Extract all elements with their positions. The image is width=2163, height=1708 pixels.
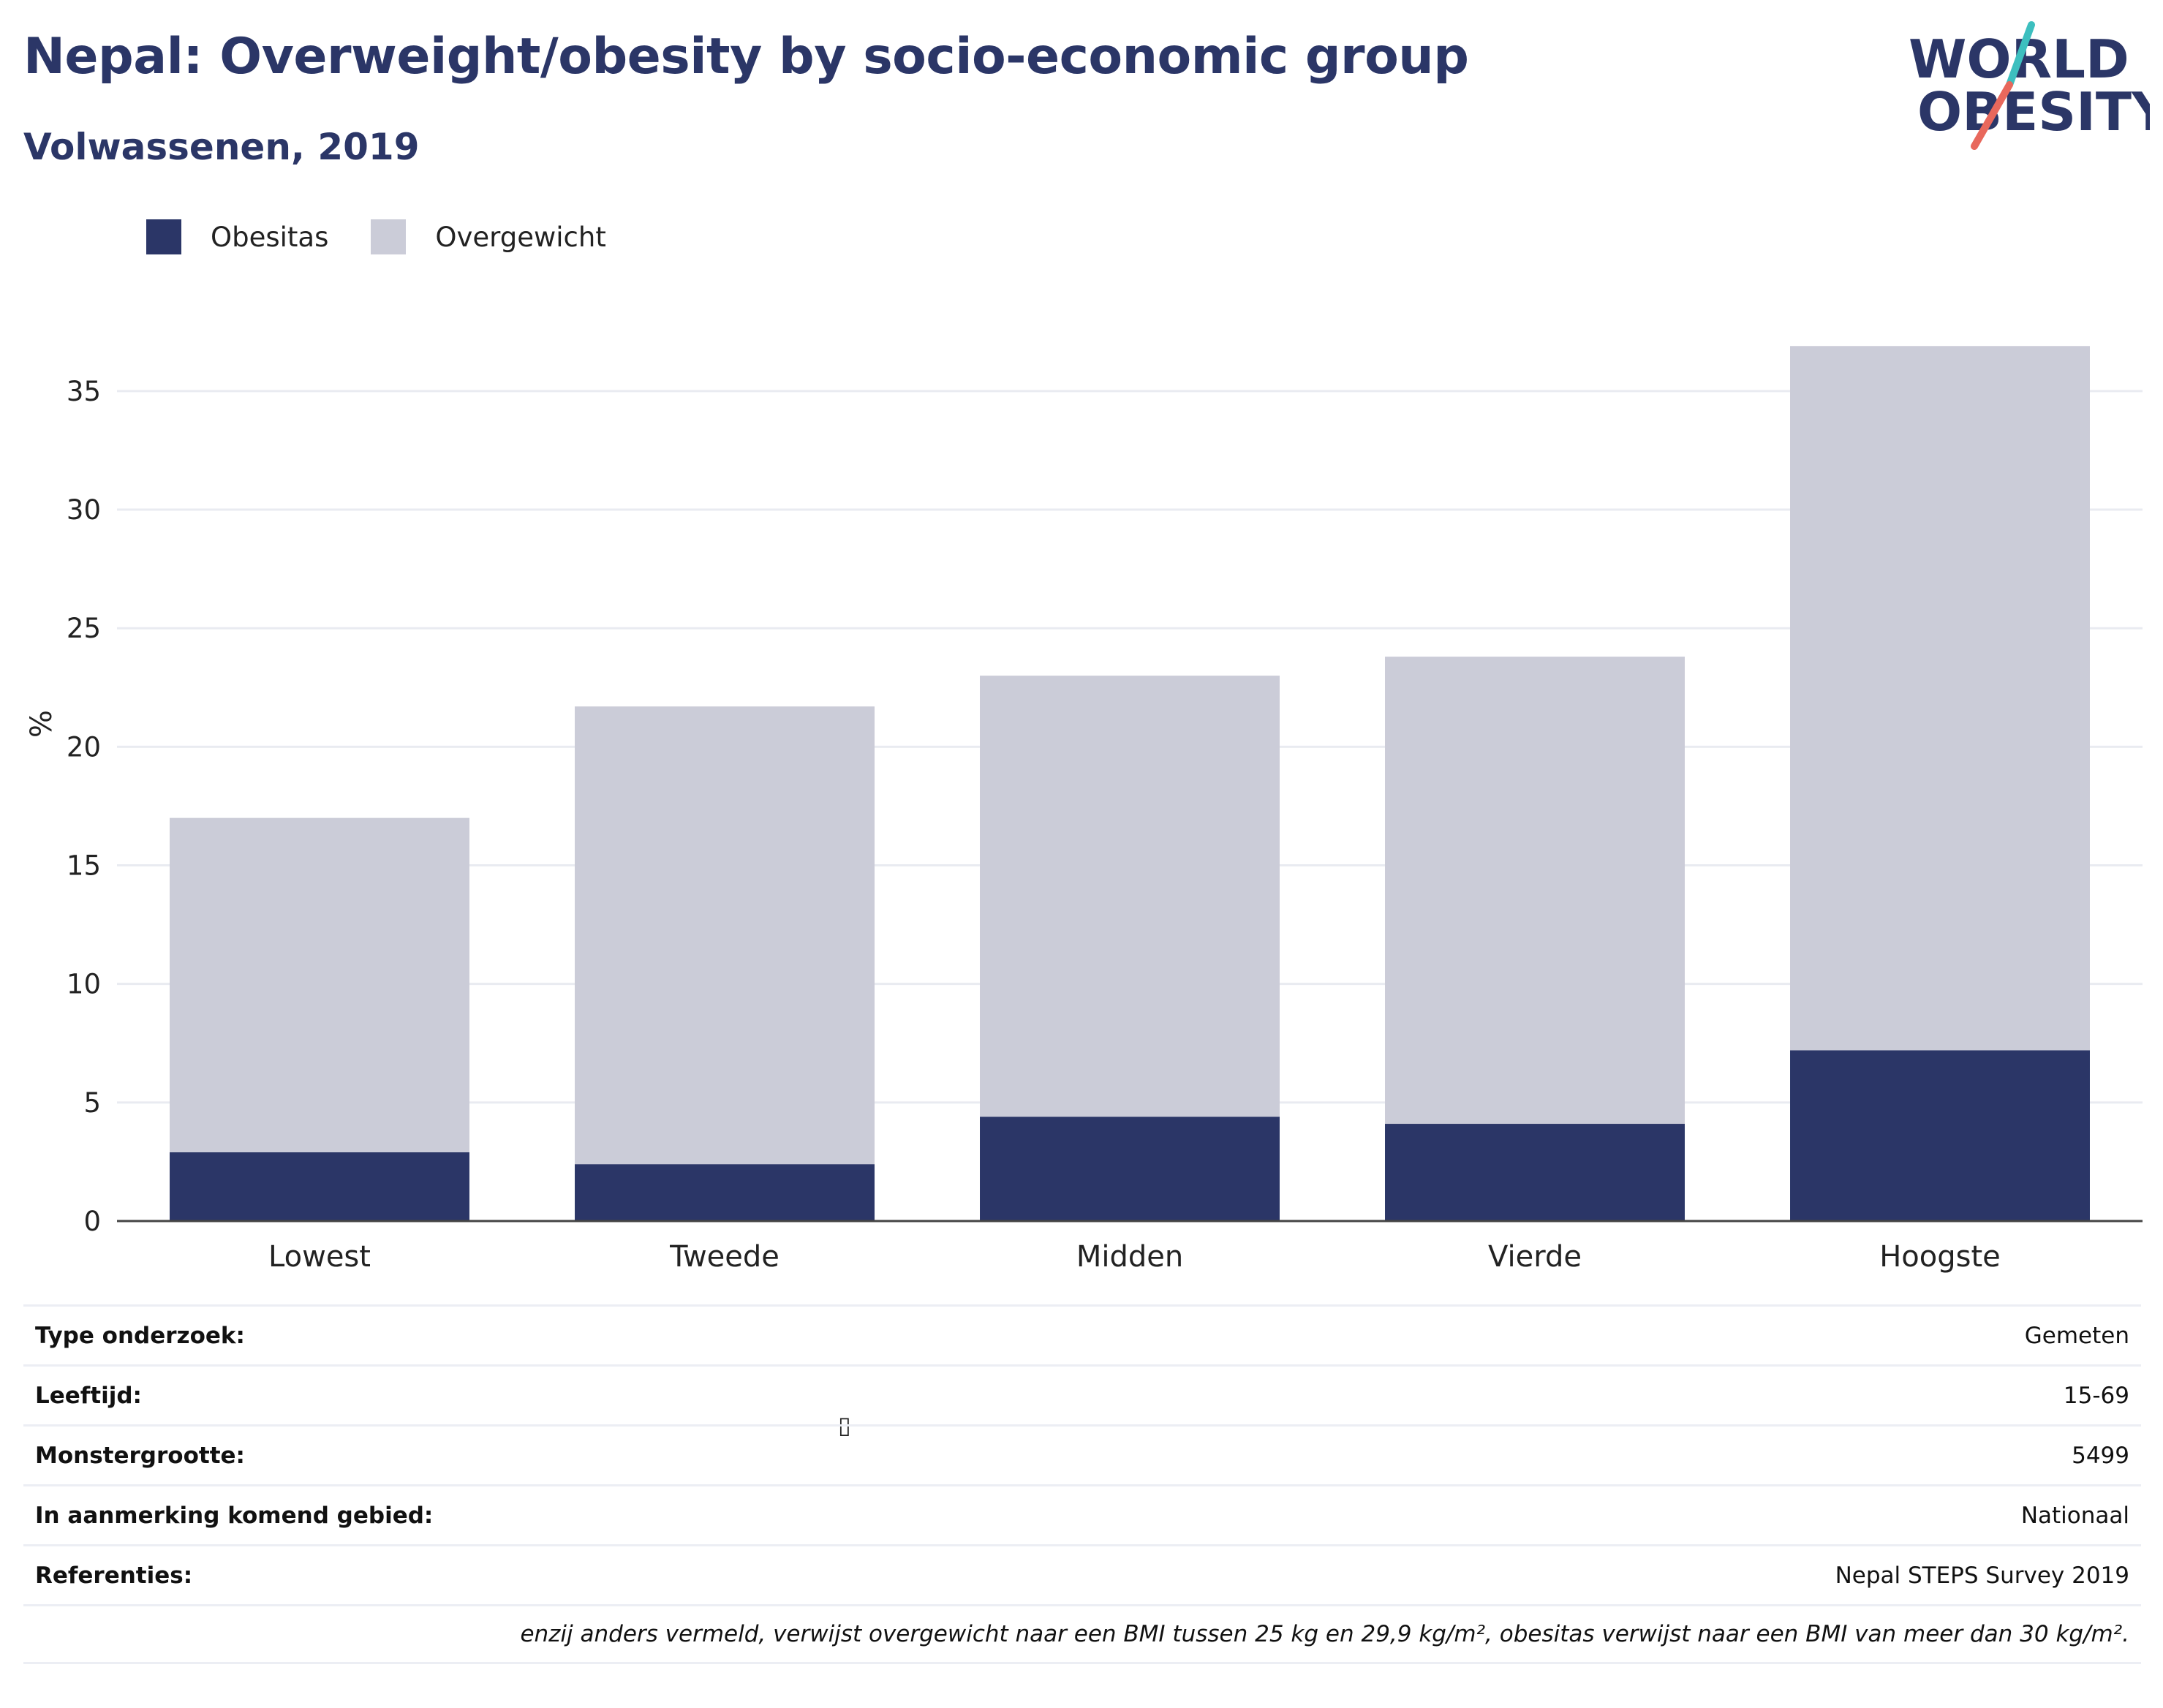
x-tick-label: Tweede: [669, 1240, 779, 1274]
y-tick-label: 15: [67, 850, 101, 882]
logo-slash-teal: [2006, 21, 2035, 88]
info-value: Nationaal: [2020, 1502, 2129, 1529]
info-row: Monstergrootte: 5499: [23, 1424, 2141, 1484]
legend-swatch-obesitas: [146, 219, 181, 254]
legend-item-overgewicht[interactable]: Overgewicht: [371, 219, 606, 254]
info-key: In aanmerking komend gebied:: [35, 1502, 434, 1529]
y-tick-label: 10: [67, 969, 101, 1000]
logo-text-obesity: OBESITY: [1917, 81, 2150, 143]
footnote-row: enzij anders vermeld, verwijst overgewic…: [23, 1604, 2141, 1664]
chart-subtitle: Volwassenen, 2019: [23, 126, 420, 168]
bar-obesitas-midden: [980, 1116, 1280, 1221]
bar-chart: 0 5 10 15 20 25 30 35% Lowest Tweede Midden Vierde H…: [25, 346, 2143, 1274]
bar-obesitas-tweede: [575, 1164, 875, 1221]
bar-overgewicht-tweede: [575, 706, 875, 1165]
info-key: Referenties:: [35, 1562, 193, 1589]
y-axis-title: %: [25, 710, 58, 738]
world-obesity-logo: WORLD OBESITY: [1909, 21, 2150, 150]
logo-slash-coral: [1971, 81, 2013, 150]
x-tick-label: Midden: [1076, 1240, 1183, 1274]
x-tick-label: Vierde: [1488, 1240, 1582, 1274]
bar-overgewicht-lowest: [170, 817, 469, 1152]
legend-item-obesitas[interactable]: Obesitas: [146, 219, 328, 254]
info-row: In aanmerking komend gebied: Nationaal: [23, 1484, 2141, 1544]
bar-overgewicht-midden: [980, 676, 1280, 1117]
info-value: Gemeten: [2024, 1322, 2129, 1349]
x-tick-label: Lowest: [268, 1240, 371, 1274]
info-row: Referenties: Nepal STEPS Survey 2019: [23, 1544, 2141, 1604]
y-tick-label: 0: [83, 1206, 101, 1237]
info-value: 15-69: [2063, 1382, 2129, 1409]
info-key: Leeftijd:: [35, 1382, 142, 1409]
info-key: Monstergrootte:: [35, 1442, 245, 1469]
legend-swatch-overgewicht: [371, 219, 407, 254]
info-row: Leeftijd: 15-69: [23, 1364, 2141, 1424]
info-table: Type onderzoek: Gemeten Leeftijd: 15-69 …: [23, 1304, 2141, 1664]
bar-obesitas-hoogste: [1790, 1050, 2090, 1221]
y-tick-label: 5: [83, 1087, 101, 1119]
y-tick-label: 20: [67, 731, 101, 763]
info-value: Nepal STEPS Survey 2019: [1835, 1562, 2129, 1589]
x-tick-label: Hoogste: [1879, 1240, 2001, 1274]
bar-obesitas-lowest: [170, 1152, 469, 1221]
chart-legend: Obesitas Overgewicht: [146, 216, 649, 257]
y-tick-label: 25: [67, 613, 101, 644]
bar-obesitas-vierde: [1385, 1124, 1685, 1221]
legend-label-obesitas: Obesitas: [211, 221, 329, 253]
y-tick-label: 35: [67, 376, 101, 407]
info-key: Type onderzoek:: [35, 1322, 245, 1349]
info-row: Type onderzoek: Gemeten: [23, 1304, 2141, 1364]
bar-overgewicht-hoogste: [1790, 346, 2090, 1051]
chart-title: Nepal: Overweight/obesity by socio-econo…: [23, 28, 1469, 86]
info-value: 5499: [2072, 1442, 2129, 1469]
y-tick-label: 30: [67, 494, 101, 526]
footnote: enzij anders vermeld, verwijst overgewic…: [520, 1621, 2129, 1647]
bar-overgewicht-vierde: [1385, 657, 1685, 1125]
legend-label-overgewicht: Overgewicht: [435, 221, 606, 253]
